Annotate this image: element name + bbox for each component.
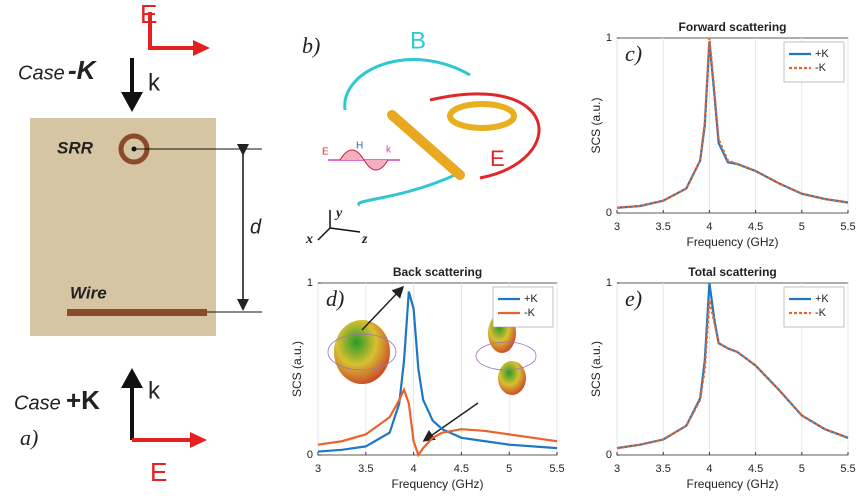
x-tick-label: 3 xyxy=(614,463,620,475)
wire-label: Wire xyxy=(70,283,107,302)
x-tick-label: 4.5 xyxy=(454,463,469,475)
y-axis-label: SCS (a.u.) xyxy=(290,341,304,397)
axis-x: x xyxy=(305,232,313,247)
panel-a: E Case -K k SRR d Wire k Case +K E a) xyxy=(14,0,262,487)
panel-label: e) xyxy=(625,286,642,311)
b-field-label: B xyxy=(410,27,426,54)
wave-e-label: E xyxy=(322,147,329,158)
x-tick-label: 4 xyxy=(706,463,712,475)
legend-label: +K xyxy=(815,48,829,60)
d-label: d xyxy=(250,216,262,238)
legend-label: +K xyxy=(815,293,829,305)
x-tick-label: 5.5 xyxy=(840,463,855,475)
chart-title: Back scattering xyxy=(393,265,482,279)
srr-model xyxy=(450,104,514,128)
axis-y: y xyxy=(334,206,343,221)
legend-label: -K xyxy=(815,307,827,319)
case-sign: -K xyxy=(68,55,98,85)
panel-label: c) xyxy=(625,41,642,66)
x-tick-label: 4.5 xyxy=(748,463,763,475)
x-tick-label: 5.5 xyxy=(840,221,855,233)
case-sign: +K xyxy=(66,385,100,415)
e-arrowhead-bottom xyxy=(190,432,207,448)
x-tick-label: 3.5 xyxy=(358,463,373,475)
y-tick-label: 1 xyxy=(307,277,313,289)
b-field-loop xyxy=(359,175,455,205)
y-tick-label: 0 xyxy=(606,207,612,219)
chart-title: Forward scattering xyxy=(678,20,786,34)
legend-label: +K xyxy=(524,293,538,305)
wire xyxy=(67,309,207,316)
panel-label: a) xyxy=(20,425,38,450)
x-tick-label: 5 xyxy=(799,463,805,475)
legend-label: -K xyxy=(524,307,536,319)
x-axis-label: Frequency (GHz) xyxy=(391,477,483,491)
legend-box xyxy=(784,42,844,82)
e-field-label: E xyxy=(490,146,505,171)
k-label: k xyxy=(148,377,161,404)
e-label: E xyxy=(150,457,167,487)
x-tick-label: 3.5 xyxy=(656,221,671,233)
y-tick-label: 1 xyxy=(606,277,612,289)
case-label: Case xyxy=(18,62,65,84)
x-tick-label: 3 xyxy=(614,221,620,233)
panel-b: b) B E E H k x y z xyxy=(302,27,539,247)
y-tick-label: 1 xyxy=(606,32,612,44)
legend-box xyxy=(784,287,844,327)
y-axis-label: SCS (a.u.) xyxy=(589,97,603,153)
panel-label: d) xyxy=(326,286,344,311)
pattern-3d xyxy=(498,361,526,395)
y-tick-label: 0 xyxy=(307,449,313,461)
srr-label: SRR xyxy=(57,138,94,157)
x-tick-label: 5 xyxy=(799,221,805,233)
x-tick-label: 3.5 xyxy=(656,463,671,475)
wave-k-label: k xyxy=(386,145,392,156)
e-label: E xyxy=(140,0,157,29)
legend-box xyxy=(493,287,553,327)
x-tick-label: 4 xyxy=(706,221,712,233)
x-tick-label: 4.5 xyxy=(748,221,763,233)
x-axis-label: Frequency (GHz) xyxy=(686,235,778,249)
case-label: Case xyxy=(14,392,61,414)
chart-title: Total scattering xyxy=(688,265,776,279)
wave-h-label: H xyxy=(356,141,363,152)
e-arrowhead-top xyxy=(193,40,210,56)
k-label: k xyxy=(148,69,161,96)
wire-model xyxy=(392,115,460,175)
b-field-loop xyxy=(345,60,470,110)
x-tick-label: 5.5 xyxy=(549,463,564,475)
x-tick-label: 4 xyxy=(411,463,417,475)
k-arrowhead-bottom xyxy=(121,368,143,388)
axis-z: z xyxy=(361,232,368,247)
y-tick-label: 0 xyxy=(606,449,612,461)
y-axis-label: SCS (a.u.) xyxy=(589,341,603,397)
k-arrowhead-top xyxy=(121,92,143,112)
x-axis-label: Frequency (GHz) xyxy=(686,477,778,491)
x-tick-label: 5 xyxy=(506,463,512,475)
x-tick-label: 3 xyxy=(315,463,321,475)
figure: E Case -K k SRR d Wire k Case +K E a) b)… xyxy=(0,0,857,500)
legend-label: -K xyxy=(815,62,827,74)
panel-label: b) xyxy=(302,33,320,58)
wave-e xyxy=(340,150,388,170)
